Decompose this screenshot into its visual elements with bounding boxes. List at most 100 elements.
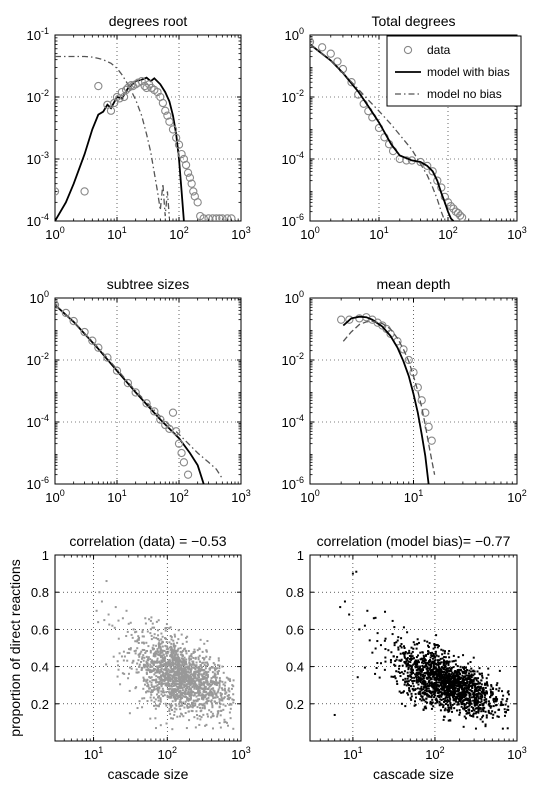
scatter-point (199, 664, 202, 667)
scatter-point (425, 663, 428, 666)
scatter-point (430, 696, 433, 699)
scatter-point (180, 702, 183, 705)
scatter-point (149, 619, 152, 622)
x-tick-label: 100 (45, 225, 64, 242)
scatter-point (437, 677, 440, 680)
scatter-point (459, 682, 462, 685)
scatter-point (142, 676, 145, 679)
scatter-point (443, 700, 446, 703)
scatter-point (160, 663, 163, 666)
scatter-point (446, 680, 449, 683)
scatter-point (431, 690, 434, 693)
scatter-point (144, 651, 147, 654)
scatter-point (465, 670, 468, 673)
scatter-point (463, 698, 466, 701)
data-marker (156, 415, 165, 424)
scatter-point (181, 704, 184, 707)
scatter-point (442, 704, 445, 707)
scatter-point (207, 699, 210, 702)
scatter-point (481, 694, 484, 697)
scatter-point (209, 656, 212, 659)
scatter-point (160, 649, 163, 652)
scatter-point (136, 662, 139, 665)
scatter-point (466, 699, 469, 702)
scatter-point (481, 720, 484, 723)
scatter-point (190, 680, 193, 683)
scatter-point (138, 663, 141, 666)
scatter-point (172, 694, 175, 697)
scatter-point (181, 670, 184, 673)
scatter-point (194, 675, 197, 678)
scatter-point (468, 682, 471, 685)
scatter-point (143, 649, 146, 652)
scatter-point (433, 696, 436, 699)
scatter-point (167, 691, 170, 694)
scatter-point (470, 681, 473, 684)
scatter-point (425, 654, 428, 657)
scatter-point (180, 684, 183, 687)
scatter-point (195, 695, 198, 698)
scatter-point (184, 674, 187, 677)
scatter-point (226, 697, 229, 700)
scatter-point (472, 712, 475, 715)
scatter-point (424, 700, 427, 703)
scatter-point (215, 679, 218, 682)
scatter-point (436, 689, 439, 692)
scatter-point (209, 689, 212, 692)
scatter-point (211, 682, 214, 685)
scatter-point (184, 672, 187, 675)
scatter-point (136, 707, 139, 710)
scatter-point (443, 683, 446, 686)
scatter-point (439, 698, 442, 701)
data-marker (456, 211, 465, 220)
scatter-point (176, 664, 179, 667)
scatter-point (186, 704, 189, 707)
scatter-point (159, 650, 162, 653)
scatter-point (198, 678, 201, 681)
scatter-point (446, 667, 449, 670)
scatter-point (469, 685, 472, 688)
scatter-point (193, 716, 196, 719)
scatter-point (420, 695, 423, 698)
scatter-point (467, 676, 470, 679)
scatter-point (178, 682, 181, 685)
scatter-point (187, 692, 190, 695)
scatter-point (481, 716, 484, 719)
scatter-point (443, 668, 446, 671)
scatter-point (162, 657, 165, 660)
scatter-point (458, 686, 461, 689)
scatter-point (145, 680, 148, 683)
scatter-point (129, 666, 132, 669)
scatter-point (438, 678, 441, 681)
scatter-point (230, 687, 233, 690)
scatter-point (442, 667, 445, 670)
scatter-point (175, 704, 178, 707)
scatter-point (425, 697, 428, 700)
scatter-point (507, 693, 510, 696)
scatter-point (172, 659, 175, 662)
data-marker (218, 214, 227, 221)
scatter-point (206, 640, 209, 643)
scatter-point (451, 660, 454, 663)
scatter-point (221, 688, 224, 691)
scatter-point (405, 663, 408, 666)
scatter-point (165, 652, 168, 655)
scatter-point (194, 699, 197, 702)
scatter-point (463, 689, 466, 692)
scatter-point (414, 688, 417, 691)
scatter-point (127, 622, 130, 625)
scatter-point (432, 661, 435, 664)
scatter-point (464, 703, 467, 706)
scatter-point (463, 692, 466, 695)
scatter-point (460, 701, 463, 704)
scatter-point (175, 688, 178, 691)
scatter-point (503, 714, 506, 717)
scatter-point (169, 626, 172, 629)
scatter-point (167, 680, 170, 683)
scatter-point (400, 646, 403, 649)
scatter-point (210, 710, 213, 713)
scatter-point (156, 657, 159, 660)
scatter-point (476, 670, 479, 673)
scatter-point (158, 687, 161, 690)
